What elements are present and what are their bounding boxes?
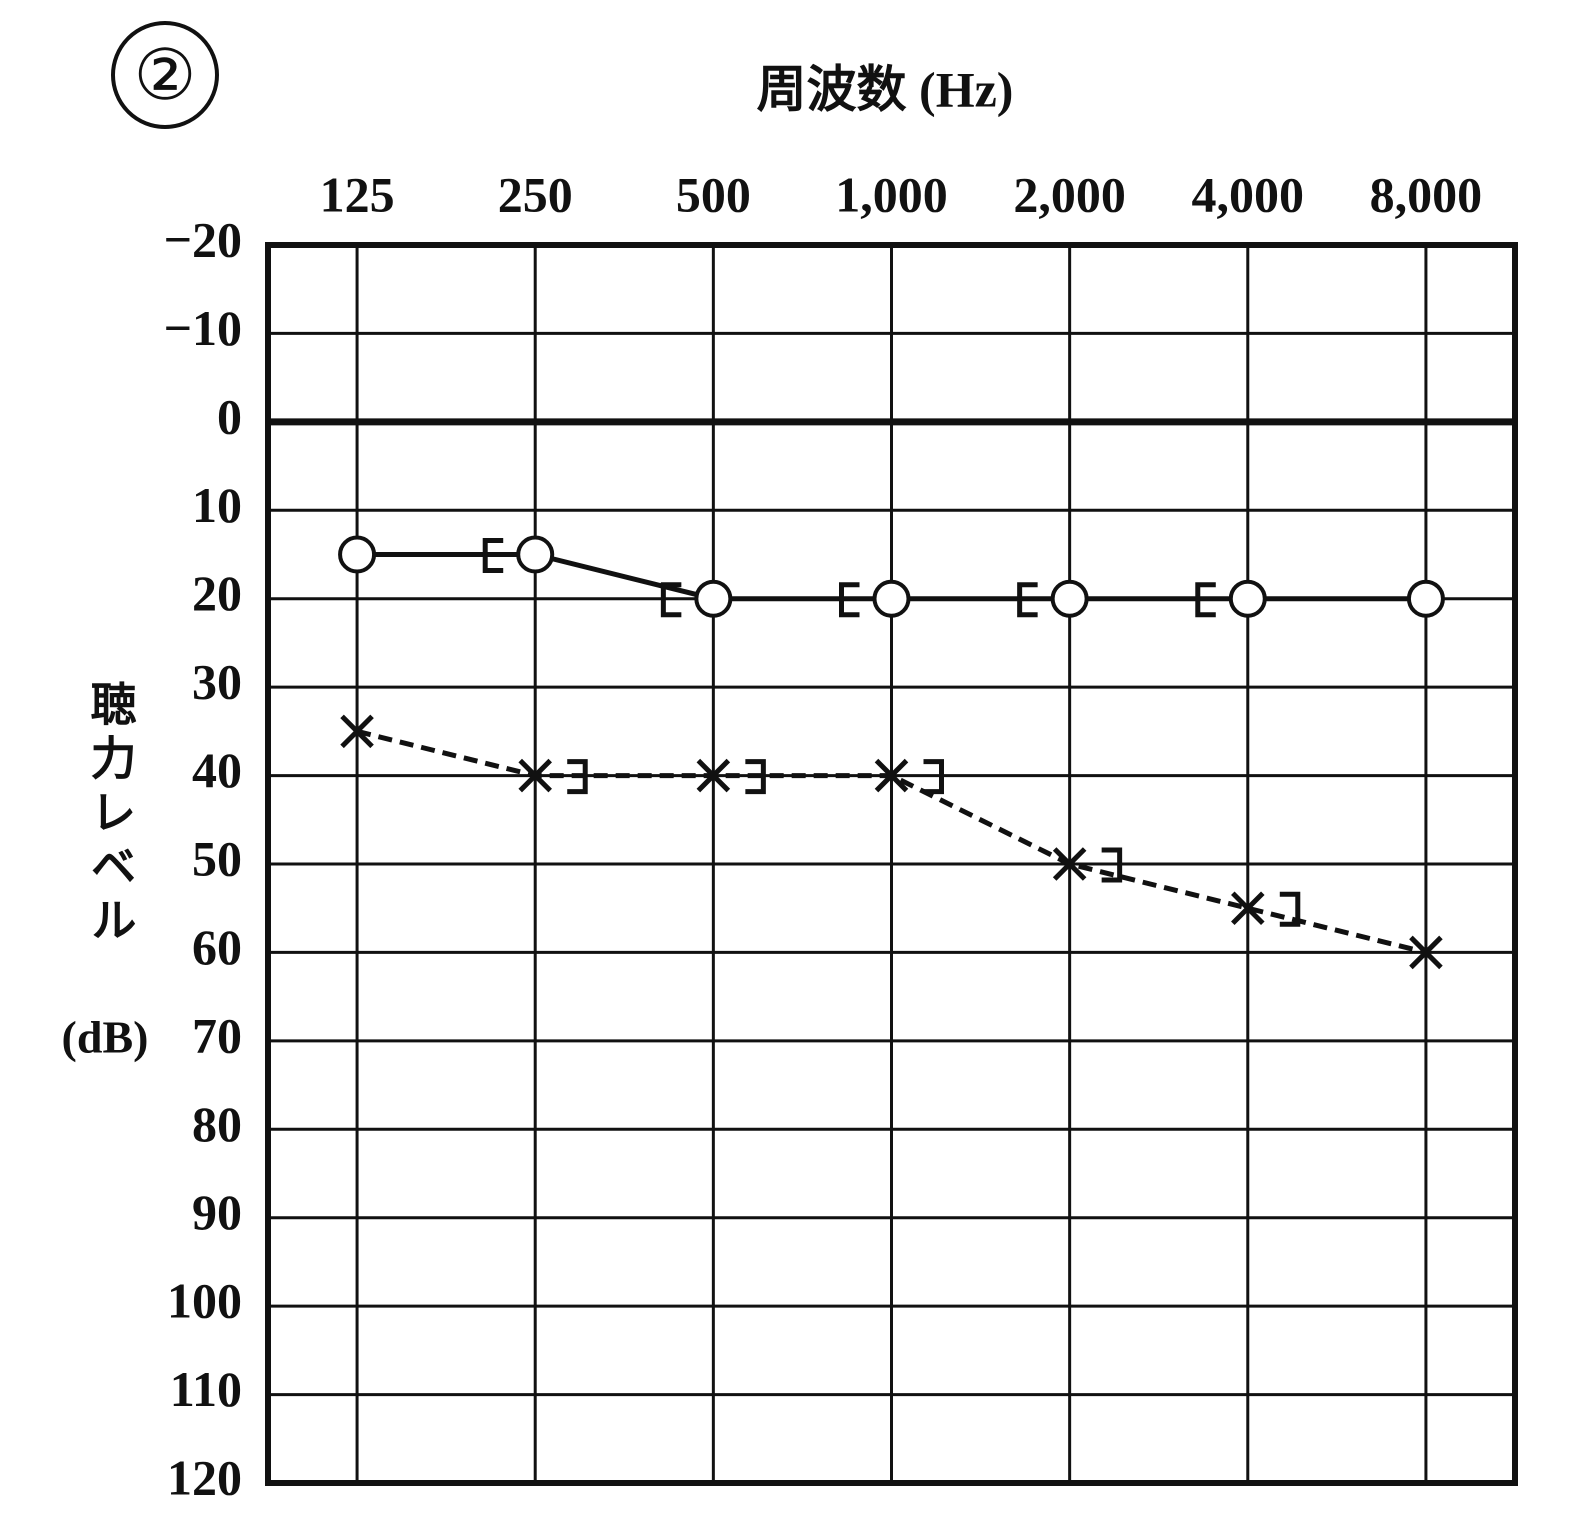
y-tick-label: 120 xyxy=(167,1449,242,1505)
data-point xyxy=(1017,582,1038,618)
bracket-marker xyxy=(923,759,944,795)
y-tick-label: −10 xyxy=(164,300,243,356)
y-tick-label: 30 xyxy=(192,654,242,710)
data-point xyxy=(694,579,733,618)
data-point xyxy=(1050,579,1089,618)
x-tick-label: 125 xyxy=(320,166,395,222)
y-tick-label: 0 xyxy=(217,388,242,444)
y-tick-label: 10 xyxy=(192,477,242,533)
y-tick-label: 80 xyxy=(192,1096,242,1152)
bracket-marker xyxy=(1279,891,1301,927)
circle-marker xyxy=(516,535,555,574)
circle-marker xyxy=(1406,579,1445,618)
cross-marker xyxy=(1409,935,1443,970)
data-point xyxy=(1195,582,1216,618)
data-point xyxy=(1231,891,1265,925)
y-tick-label: 60 xyxy=(192,919,242,975)
data-point xyxy=(1228,579,1267,618)
bracket-marker xyxy=(567,759,588,795)
y-axis-unit: (dB) xyxy=(62,1012,149,1063)
data-point xyxy=(1279,891,1301,927)
y-tick-label: 90 xyxy=(192,1184,242,1240)
cross-marker xyxy=(1052,847,1087,881)
x-axis-label: 周波数 (Hz) xyxy=(757,61,1014,117)
circle-marker xyxy=(338,535,377,574)
circle-marker xyxy=(1228,579,1267,618)
circle-marker xyxy=(872,579,911,618)
x-tick-label: 500 xyxy=(676,166,751,222)
cross-marker xyxy=(518,758,552,793)
bracket-marker xyxy=(839,582,860,618)
cross-marker xyxy=(874,758,909,793)
circle-marker xyxy=(1050,579,1089,618)
x-tick-label: 8,000 xyxy=(1370,166,1483,222)
y-tick-label: 40 xyxy=(192,742,242,798)
y-tick-label: 20 xyxy=(192,565,242,621)
panel-label: ② xyxy=(134,34,197,116)
data-point xyxy=(923,759,944,795)
data-point xyxy=(874,758,909,793)
y-axis-label: 聴力レベル xyxy=(84,680,136,950)
data-point xyxy=(338,535,377,574)
y-tick-label: −20 xyxy=(164,211,243,267)
data-point xyxy=(518,758,552,793)
data-point xyxy=(872,579,911,618)
cross-marker xyxy=(340,714,374,749)
cross-marker xyxy=(1231,891,1265,925)
bracket-marker xyxy=(1017,582,1038,618)
data-point xyxy=(1052,847,1087,881)
data-point xyxy=(696,758,731,793)
data-point xyxy=(340,714,374,749)
bracket-marker xyxy=(1195,582,1216,618)
panel-circle xyxy=(111,21,219,129)
circle-marker xyxy=(694,579,733,618)
cross-marker xyxy=(696,758,731,793)
y-tick-label: 100 xyxy=(167,1273,242,1329)
data-point xyxy=(1101,847,1123,883)
bracket-marker xyxy=(660,582,682,618)
data-point xyxy=(660,582,682,618)
x-tick-label: 250 xyxy=(498,166,573,222)
data-point xyxy=(482,538,504,573)
plot-frame xyxy=(265,242,1518,1486)
data-point xyxy=(567,759,588,795)
data-point xyxy=(745,759,766,795)
x-tick-label: 2,000 xyxy=(1013,166,1126,222)
x-tick-label: 1,000 xyxy=(835,166,948,222)
bracket-marker xyxy=(482,538,504,573)
x-tick-label: 4,000 xyxy=(1192,166,1305,222)
y-tick-label: 110 xyxy=(170,1361,242,1417)
data-point xyxy=(1409,935,1443,970)
data-point xyxy=(1406,579,1445,618)
y-tick-label: 50 xyxy=(192,830,242,886)
bracket-marker xyxy=(745,759,766,795)
y-tick-label: 70 xyxy=(192,1007,242,1063)
data-point xyxy=(839,582,860,618)
data-point xyxy=(516,535,555,574)
bracket-marker xyxy=(1101,847,1123,883)
